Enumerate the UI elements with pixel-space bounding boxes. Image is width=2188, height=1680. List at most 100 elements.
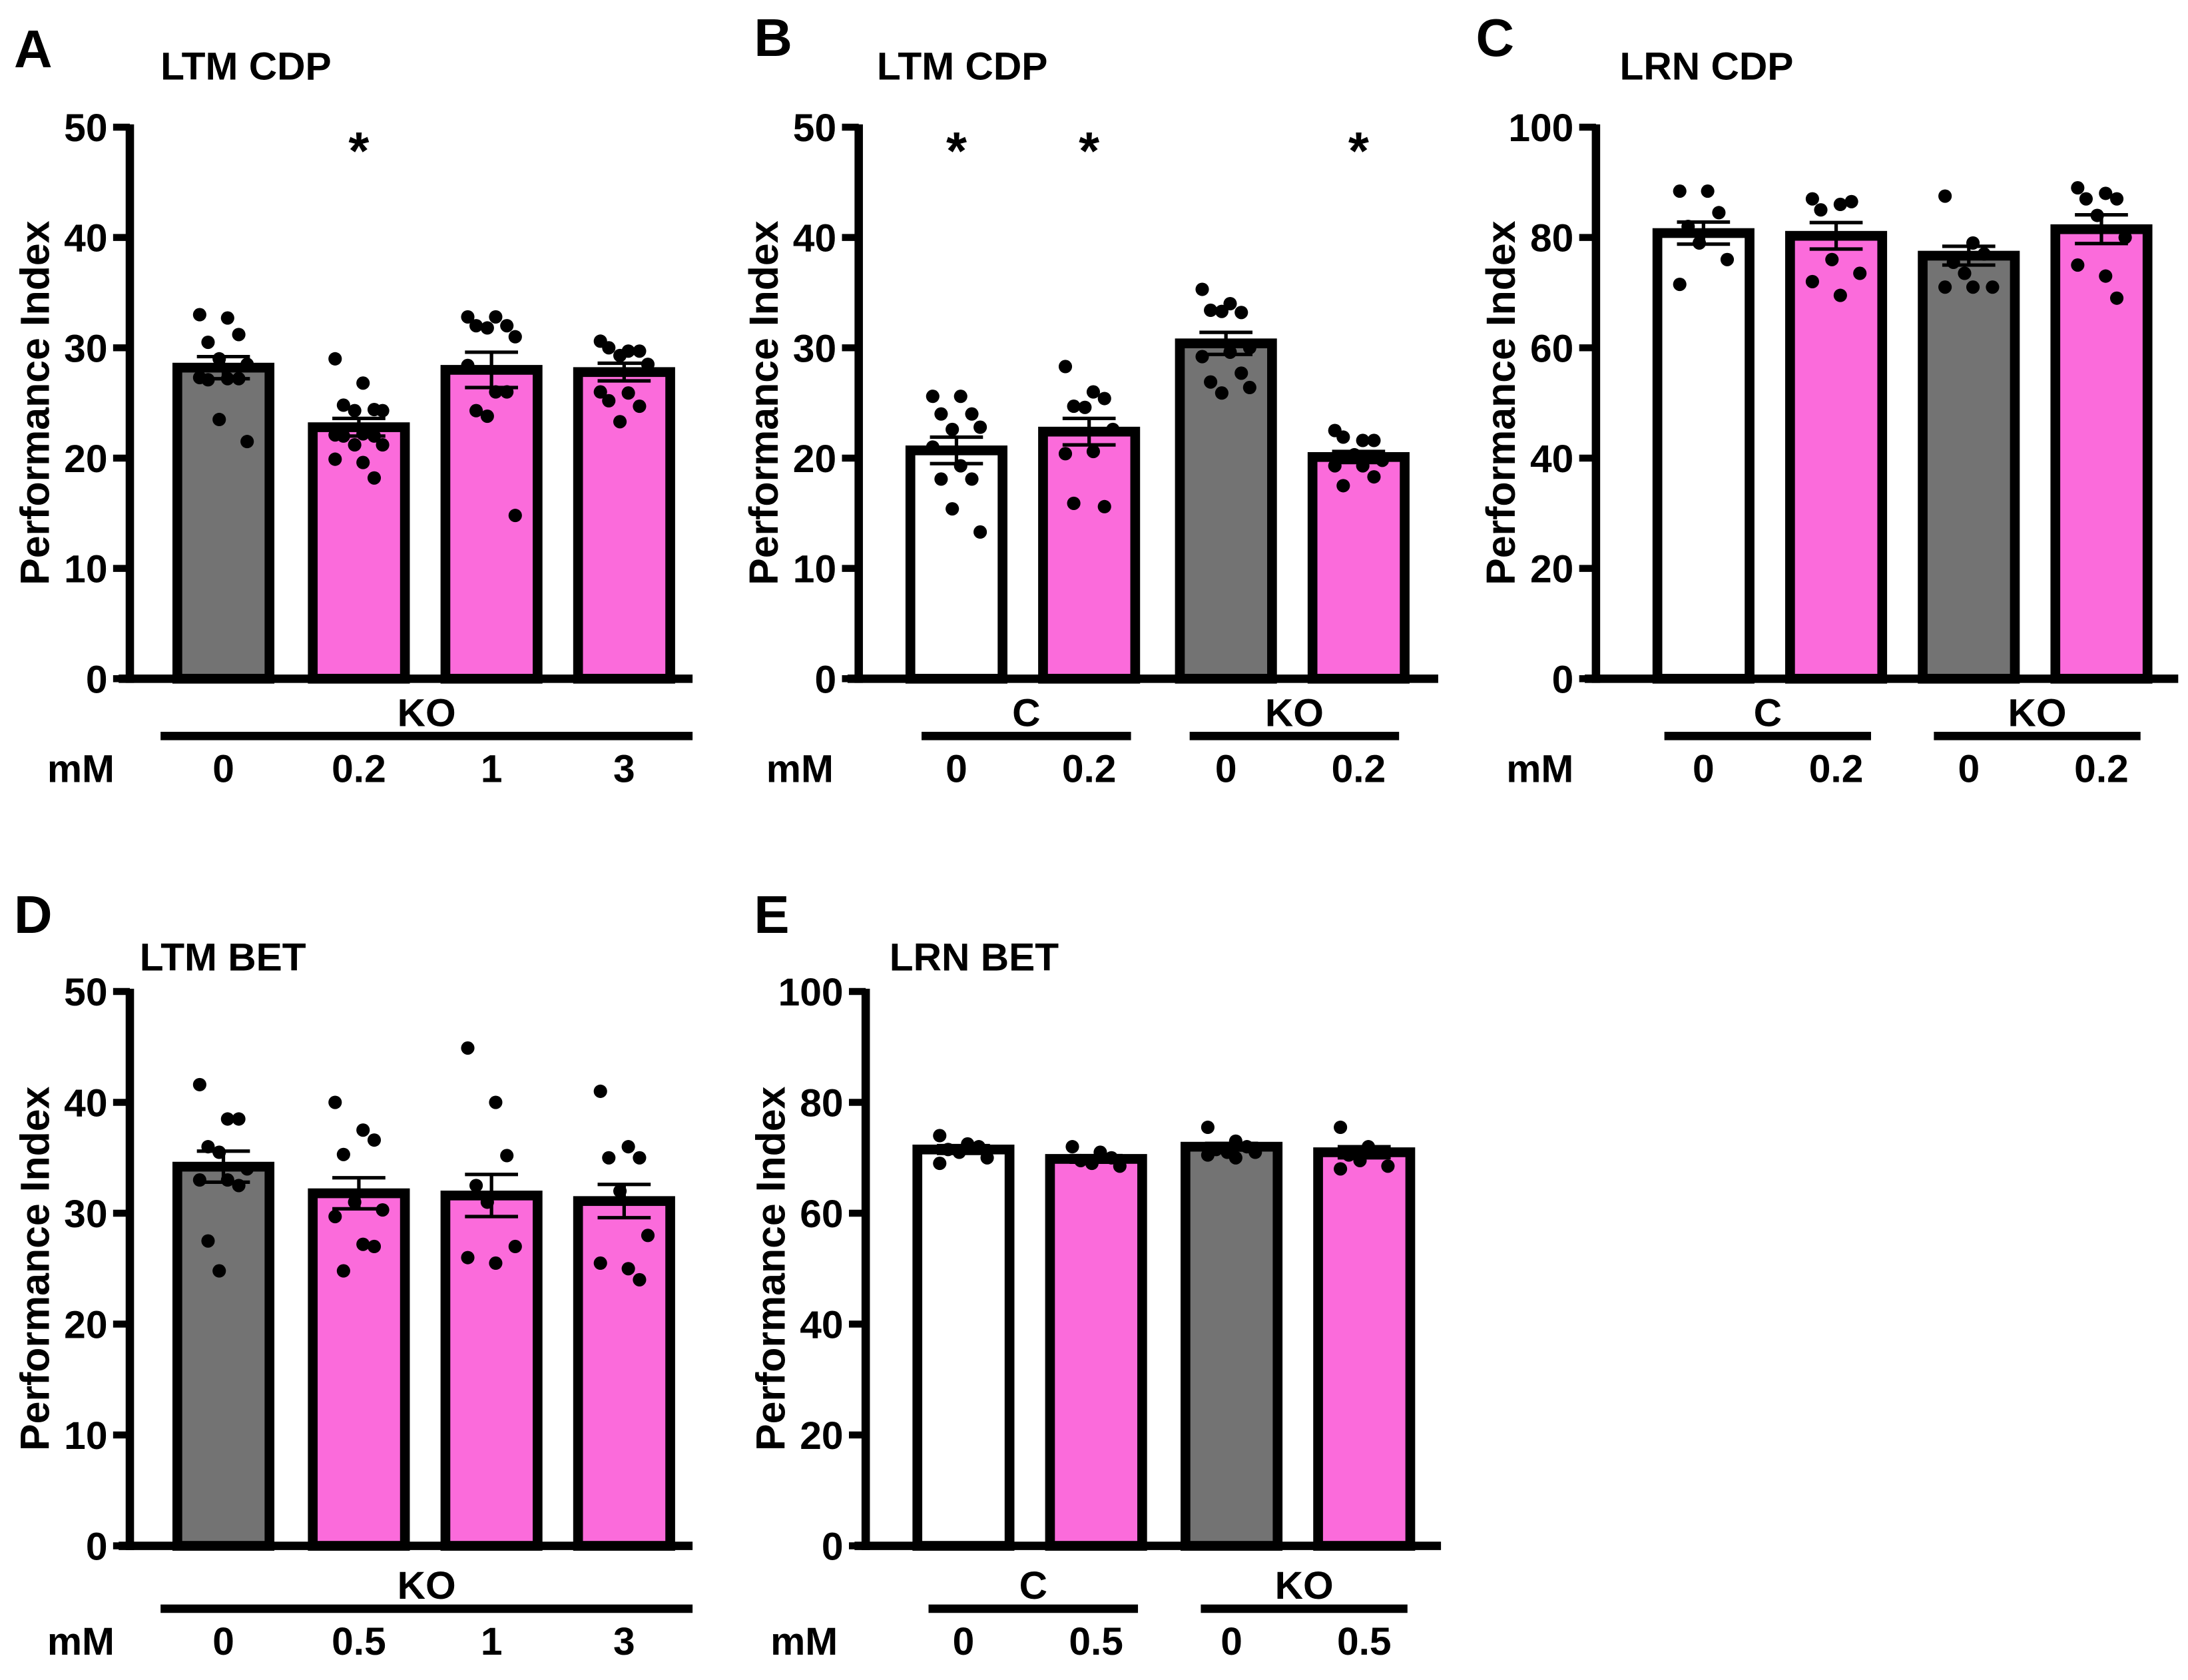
data-point bbox=[1814, 203, 1828, 217]
data-point bbox=[941, 1143, 955, 1157]
data-point bbox=[356, 376, 370, 390]
bar-group bbox=[2050, 181, 2153, 684]
data-point bbox=[954, 459, 967, 473]
y-tick-label: 30 bbox=[64, 1193, 107, 1236]
data-point bbox=[336, 1147, 350, 1161]
data-point bbox=[946, 422, 959, 436]
bar-group bbox=[573, 334, 675, 684]
y-tick-label: 20 bbox=[1530, 548, 1573, 591]
x-tick-label: 0.5 bbox=[1069, 1620, 1123, 1663]
data-point bbox=[1058, 447, 1073, 461]
data-point bbox=[1367, 433, 1381, 447]
data-point bbox=[480, 321, 494, 335]
data-point bbox=[926, 440, 940, 454]
data-point bbox=[220, 1112, 234, 1126]
data-point bbox=[367, 1239, 382, 1254]
data-point bbox=[1805, 274, 1819, 288]
data-point bbox=[348, 404, 362, 418]
y-axis-label: Performance Index bbox=[12, 220, 57, 585]
y-tick-label: 0 bbox=[86, 1526, 108, 1569]
data-point bbox=[336, 1264, 350, 1278]
y-tick-label: 10 bbox=[793, 548, 836, 591]
data-point bbox=[348, 438, 362, 452]
bar-group bbox=[172, 308, 275, 684]
data-point bbox=[1946, 255, 1960, 269]
panel-title: LRN CDP bbox=[1620, 45, 1794, 89]
bar-group bbox=[1652, 184, 1755, 684]
data-point bbox=[633, 1272, 647, 1286]
y-tick-label: 40 bbox=[793, 217, 836, 260]
panel-title: LTM CDP bbox=[877, 45, 1048, 89]
bar-group bbox=[1045, 1140, 1147, 1551]
bar bbox=[1918, 250, 2020, 684]
data-point bbox=[1367, 470, 1381, 484]
y-tick-label: 0 bbox=[86, 658, 108, 701]
x-tick-label: 0.2 bbox=[1332, 747, 1386, 790]
data-point bbox=[500, 385, 514, 399]
data-point bbox=[328, 452, 342, 466]
data-point bbox=[376, 1203, 390, 1217]
panel-letter: A bbox=[14, 19, 53, 79]
unit-label: mM bbox=[770, 1620, 838, 1663]
data-point bbox=[1097, 499, 1111, 513]
data-point bbox=[328, 1095, 342, 1109]
data-point bbox=[1977, 247, 1991, 261]
data-point bbox=[232, 1112, 246, 1126]
data-point bbox=[1833, 197, 1847, 212]
data-point bbox=[192, 1173, 206, 1187]
bar bbox=[172, 1161, 275, 1551]
group-label: KO bbox=[398, 1564, 456, 1607]
y-tick-label: 50 bbox=[793, 107, 836, 150]
data-point bbox=[1334, 1162, 1348, 1176]
x-tick-label: 1 bbox=[481, 1620, 503, 1663]
data-point bbox=[1372, 1145, 1386, 1159]
y-tick-label: 0 bbox=[822, 1526, 844, 1569]
bar-group bbox=[912, 1129, 1015, 1551]
y-tick-label: 80 bbox=[1530, 217, 1573, 260]
data-point bbox=[367, 1133, 382, 1147]
data-point bbox=[367, 429, 382, 443]
data-point bbox=[1701, 184, 1715, 198]
unit-label: mM bbox=[47, 1620, 115, 1663]
significance-marker: * bbox=[348, 121, 369, 180]
data-point bbox=[1825, 252, 1839, 266]
data-point bbox=[954, 390, 967, 404]
data-point bbox=[1195, 282, 1209, 296]
data-point bbox=[240, 358, 254, 372]
data-point bbox=[220, 372, 234, 386]
data-point bbox=[1058, 360, 1073, 374]
y-tick-label: 40 bbox=[1530, 437, 1573, 481]
data-point bbox=[1673, 184, 1687, 198]
y-tick-label: 40 bbox=[64, 217, 107, 260]
data-point bbox=[489, 385, 503, 399]
data-point bbox=[1248, 1145, 1262, 1159]
data-point bbox=[965, 472, 979, 486]
data-point bbox=[933, 1129, 947, 1143]
data-point bbox=[489, 1256, 503, 1270]
data-point bbox=[220, 1173, 234, 1187]
data-point bbox=[376, 404, 390, 418]
bar bbox=[308, 422, 410, 684]
y-tick-label: 60 bbox=[800, 1193, 843, 1236]
unit-label: mM bbox=[47, 747, 115, 790]
data-point bbox=[965, 407, 979, 421]
data-point bbox=[201, 373, 215, 387]
x-tick-label: 0.2 bbox=[1062, 747, 1117, 790]
bar bbox=[1313, 1147, 1416, 1551]
y-axis-label: Performance Index bbox=[12, 1086, 57, 1451]
data-point bbox=[508, 1239, 522, 1254]
data-point bbox=[1215, 386, 1229, 400]
x-tick-label: 0 bbox=[1221, 1620, 1242, 1663]
x-tick-label: 0.2 bbox=[2074, 747, 2129, 790]
group-label: KO bbox=[1275, 1564, 1334, 1607]
bar-group bbox=[1785, 192, 1888, 684]
bar bbox=[1038, 426, 1141, 684]
panel-letter: E bbox=[754, 885, 789, 944]
data-point bbox=[621, 386, 635, 400]
data-point bbox=[1361, 1140, 1376, 1154]
y-tick-label: 30 bbox=[793, 327, 836, 370]
data-point bbox=[348, 1195, 362, 1209]
y-tick-label: 50 bbox=[64, 107, 107, 150]
y-tick-label: 20 bbox=[64, 437, 107, 481]
data-point bbox=[593, 1256, 607, 1270]
